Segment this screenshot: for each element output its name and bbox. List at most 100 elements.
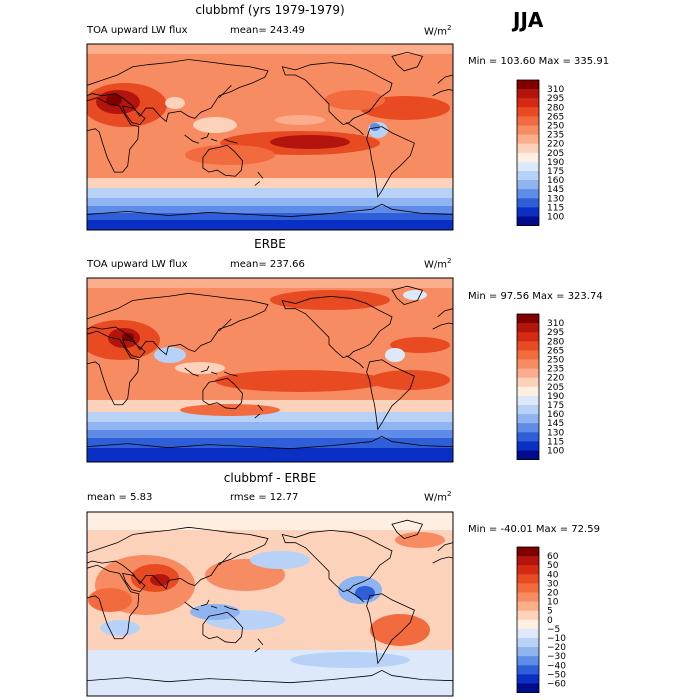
colorbar-3-swatch bbox=[517, 547, 539, 557]
colorbar-1-swatch bbox=[517, 189, 539, 199]
colorbar-3-tick-label: 10 bbox=[547, 598, 559, 608]
colorbar-2-tick-label: 100 bbox=[547, 447, 564, 457]
panel-3-title: clubbmf - ERBE bbox=[223, 471, 317, 485]
panel-2-frame bbox=[86, 277, 454, 463]
colorbar-2-tick-label: 190 bbox=[547, 392, 564, 402]
colorbar-3-swatch bbox=[517, 574, 539, 584]
colorbar-2-swatch bbox=[517, 323, 539, 333]
colorbar-2-swatch bbox=[517, 350, 539, 360]
colorbar-3-tick-label: 60 bbox=[547, 552, 559, 562]
colorbar-3-swatch bbox=[517, 665, 539, 675]
colorbar-3-tick-label: 5 bbox=[547, 607, 553, 617]
colorbar-1-tick-label: 280 bbox=[547, 103, 564, 113]
colorbar-1-swatch bbox=[517, 152, 539, 163]
panel-2-title: ERBE bbox=[254, 237, 286, 251]
colorbar-2-tick-label: 250 bbox=[547, 356, 564, 366]
colorbar-1-tick-label: 160 bbox=[547, 176, 564, 186]
colorbar-1-tick-label: 190 bbox=[547, 158, 564, 168]
colorbar-3-swatch bbox=[517, 592, 539, 602]
panel-2-unit: W/m2 bbox=[424, 257, 452, 271]
colorbar-2-tick-label: 235 bbox=[547, 365, 564, 375]
colorbar-2-swatch bbox=[517, 314, 539, 324]
colorbar-1-tick-label: 100 bbox=[547, 213, 564, 223]
colorbar-3-tick-label: 20 bbox=[547, 589, 559, 599]
colorbar-2-swatch bbox=[517, 432, 539, 442]
colorbar-3-tick-label: −60 bbox=[547, 680, 566, 690]
colorbar-1-tick-label: 175 bbox=[547, 167, 564, 177]
colorbar-1-tick-label: 235 bbox=[547, 131, 564, 141]
season-label: JJA bbox=[513, 8, 544, 32]
colorbar-1-tick-label: 205 bbox=[547, 149, 564, 159]
panel-2-map bbox=[87, 278, 453, 462]
colorbar-3-tick-label: −20 bbox=[547, 643, 566, 653]
panel-3-map bbox=[87, 512, 453, 696]
colorbar-2-tick-label: 220 bbox=[547, 374, 564, 384]
colorbar-2-tick-label: 145 bbox=[547, 419, 564, 429]
colorbar-2-swatch bbox=[517, 405, 539, 415]
colorbar-3-swatch bbox=[517, 674, 539, 684]
colorbar-2-swatch bbox=[517, 395, 539, 406]
panel-1-variable: TOA upward LW flux bbox=[87, 25, 188, 36]
colorbar-1-tick-label: 220 bbox=[547, 140, 564, 150]
panel-1-mean: mean= 243.49 bbox=[230, 25, 305, 36]
panel-3-unit: W/m2 bbox=[424, 490, 452, 504]
colorbar-3-swatch bbox=[517, 583, 539, 593]
colorbar-1-swatch bbox=[517, 89, 539, 99]
colorbar-1-tick-label: 115 bbox=[547, 203, 564, 213]
colorbar-1-tick-label: 250 bbox=[547, 122, 564, 132]
colorbar-3-tick-label: 40 bbox=[547, 570, 559, 580]
colorbar-2-swatch bbox=[517, 359, 539, 369]
colorbar-2-swatch bbox=[517, 423, 539, 433]
colorbar-2-tick-label: 265 bbox=[547, 346, 564, 356]
colorbar-1-tick-label: 145 bbox=[547, 185, 564, 195]
colorbar-1-tick-label: 310 bbox=[547, 85, 564, 95]
colorbar-3-swatch bbox=[517, 565, 539, 575]
colorbar-2-swatch bbox=[517, 332, 539, 342]
colorbar-3-frame bbox=[516, 546, 540, 694]
colorbar-2-tick-label: 175 bbox=[547, 401, 564, 411]
colorbar-3-swatch bbox=[517, 628, 539, 639]
colorbar-2-tick-label: 295 bbox=[547, 328, 564, 338]
colorbar-2-tick-label: 310 bbox=[547, 319, 564, 329]
panel-3-rmse: rmse = 12.77 bbox=[230, 492, 299, 503]
colorbar-1-tick-label: 130 bbox=[547, 194, 564, 204]
colorbar-2-swatch bbox=[517, 341, 539, 351]
colorbar-2-tick-label: 115 bbox=[547, 437, 564, 447]
panel-1-unit: W/m2 bbox=[424, 24, 452, 38]
colorbar-3-swatch bbox=[517, 610, 539, 621]
panel-1-minmax: Min = 103.60 Max = 335.91 bbox=[468, 56, 610, 67]
colorbar-1-swatch bbox=[517, 143, 539, 154]
panel-2-mean: mean= 237.66 bbox=[230, 259, 305, 270]
colorbar-1-swatch bbox=[517, 207, 539, 217]
colorbar-1-swatch bbox=[517, 171, 539, 181]
colorbar-3-tick-label: −30 bbox=[547, 652, 566, 662]
colorbar-1-swatch bbox=[517, 98, 539, 108]
colorbar-2-tick-label: 130 bbox=[547, 428, 564, 438]
colorbar-3-tick-label: 50 bbox=[547, 561, 559, 571]
colorbar-3-swatch bbox=[517, 683, 539, 693]
colorbar-2-tick-label: 280 bbox=[547, 337, 564, 347]
colorbar-1-swatch bbox=[517, 161, 539, 172]
colorbar-1-swatch bbox=[517, 116, 539, 126]
colorbar-3-swatch bbox=[517, 656, 539, 666]
colorbar-1-swatch bbox=[517, 216, 539, 226]
colorbar-1-frame bbox=[516, 79, 540, 227]
colorbar-3-tick-label: −40 bbox=[547, 661, 566, 671]
colorbar-3-tick-label: 0 bbox=[547, 616, 553, 626]
panel-1-frame bbox=[86, 43, 454, 231]
colorbar-1-tick-label: 265 bbox=[547, 112, 564, 122]
colorbar-2-tick-label: 205 bbox=[547, 383, 564, 393]
colorbar-2-tick-label: 160 bbox=[547, 410, 564, 420]
colorbar-1-swatch bbox=[517, 125, 539, 135]
colorbar-3-swatch bbox=[517, 638, 539, 648]
panel-1-title: clubbmf (yrs 1979-1979) bbox=[195, 3, 345, 17]
colorbars: 3102952802652502352202051901751601451301… bbox=[516, 79, 566, 694]
panel-3-mean: mean = 5.83 bbox=[87, 492, 153, 503]
colorbar-1-swatch bbox=[517, 134, 539, 145]
panel-3-frame bbox=[86, 511, 454, 697]
colorbar-2-swatch bbox=[517, 377, 539, 388]
colorbar-2-swatch bbox=[517, 368, 539, 379]
colorbar-2-swatch bbox=[517, 414, 539, 424]
panel-1-map bbox=[87, 44, 453, 230]
